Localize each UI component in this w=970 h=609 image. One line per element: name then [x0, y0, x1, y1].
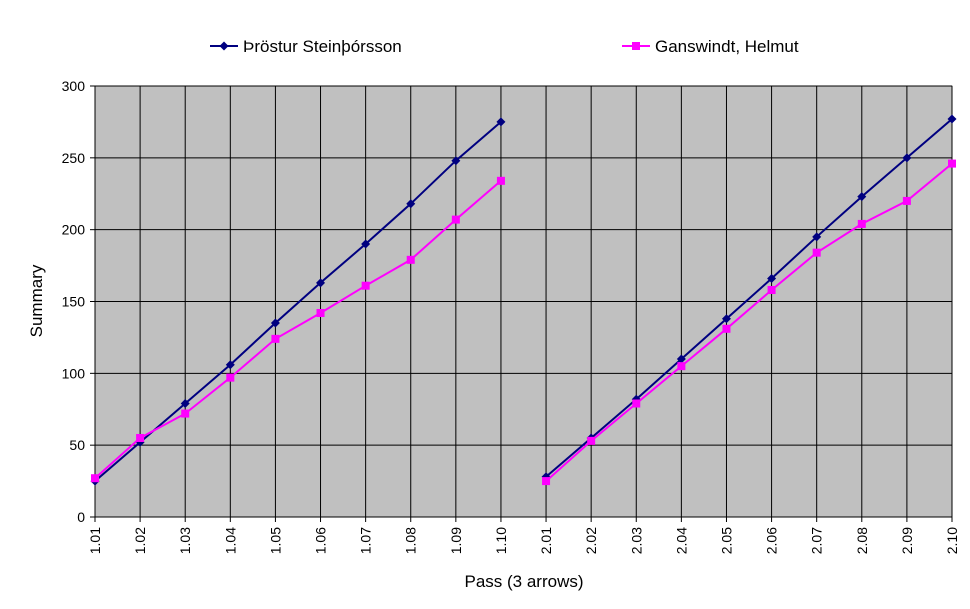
legend-marker: [632, 42, 640, 50]
y-axis-title: Summary: [27, 264, 46, 337]
series-1-point: [812, 232, 822, 242]
x-tick-label: 2.06: [764, 527, 780, 554]
legend-item: Þröstur Steinþórsson: [210, 37, 402, 56]
y-tick-label: 0: [77, 509, 85, 525]
series-1-point: [947, 114, 957, 124]
series-1-point: [721, 314, 731, 324]
series-1-line: [94, 121, 502, 482]
series-2-point: [902, 196, 911, 205]
x-tick-label: 2.07: [809, 527, 825, 554]
y-tick-label: 300: [62, 78, 86, 94]
x-tick-label: 1.07: [358, 527, 374, 554]
series-2-point: [181, 409, 190, 418]
x-tick-label: 2.04: [673, 527, 689, 554]
series-2-point: [767, 286, 776, 295]
x-tick-label: 2.10: [944, 527, 960, 554]
x-tick-label: 1.09: [448, 527, 464, 554]
series-2-point: [226, 373, 235, 382]
series-1-point: [406, 199, 416, 209]
series-1-point: [316, 278, 326, 288]
series-2-line: [94, 180, 502, 479]
series-1-point: [767, 274, 777, 284]
series-1-point: [902, 153, 912, 163]
x-tick-label: 1.06: [313, 527, 329, 554]
series-1-point: [180, 399, 190, 409]
x-tick-label: 1.08: [403, 527, 419, 554]
series-2-point: [271, 334, 280, 343]
y-tick-label: 50: [69, 437, 85, 453]
series-2-point: [316, 308, 325, 317]
series-2-point: [542, 477, 551, 486]
legend-marker: [219, 41, 229, 51]
x-tick-label: 2.05: [718, 527, 734, 554]
series-2-point: [451, 215, 460, 224]
y-tick-label: 150: [62, 294, 86, 310]
series-1-point: [496, 117, 506, 127]
x-tick-label: 1.05: [267, 527, 283, 554]
series-2-point: [632, 399, 641, 408]
series-1-point: [225, 360, 235, 370]
series-2-point: [406, 255, 415, 264]
x-tick-label: 1.10: [493, 527, 509, 554]
series-1-point: [451, 156, 461, 166]
x-tick-label: 2.09: [899, 527, 915, 554]
series-1-line: [545, 118, 953, 478]
x-tick-label: 1.02: [132, 527, 148, 554]
series-1-point: [270, 318, 280, 328]
series-2-point: [91, 474, 99, 483]
series-2-point: [361, 281, 370, 290]
legend-label: Þröstur Steinþórsson: [243, 37, 402, 56]
series-2-point: [857, 219, 866, 228]
series-1-point: [361, 239, 371, 249]
x-tick-label: 1.04: [222, 527, 238, 554]
y-tick-label: 250: [62, 150, 86, 166]
x-axis-title: Pass (3 arrows): [464, 572, 583, 591]
y-tick-label: 200: [62, 222, 86, 238]
legend-label: Ganswindt, Helmut: [655, 37, 799, 56]
x-tick-label: 2.01: [538, 527, 554, 554]
series-2-point: [136, 433, 145, 442]
series-2-point: [496, 176, 505, 185]
series-2-line: [545, 162, 953, 482]
legend-item: Ganswindt, Helmut: [622, 37, 799, 56]
x-tick-label: 2.08: [854, 527, 870, 554]
series-2-point: [587, 436, 596, 445]
x-tick-label: 1.01: [87, 527, 103, 554]
series-1-point: [676, 354, 686, 364]
series-2-point: [812, 248, 821, 257]
series-2-point: [948, 159, 956, 168]
x-tick-label: 2.02: [583, 527, 599, 554]
y-tick-label: 100: [62, 365, 86, 381]
x-tick-label: 1.03: [177, 527, 193, 554]
series-2-point: [722, 324, 731, 333]
series-2-point: [677, 362, 686, 371]
series-1-point: [857, 192, 867, 202]
x-tick-label: 2.03: [628, 527, 644, 554]
